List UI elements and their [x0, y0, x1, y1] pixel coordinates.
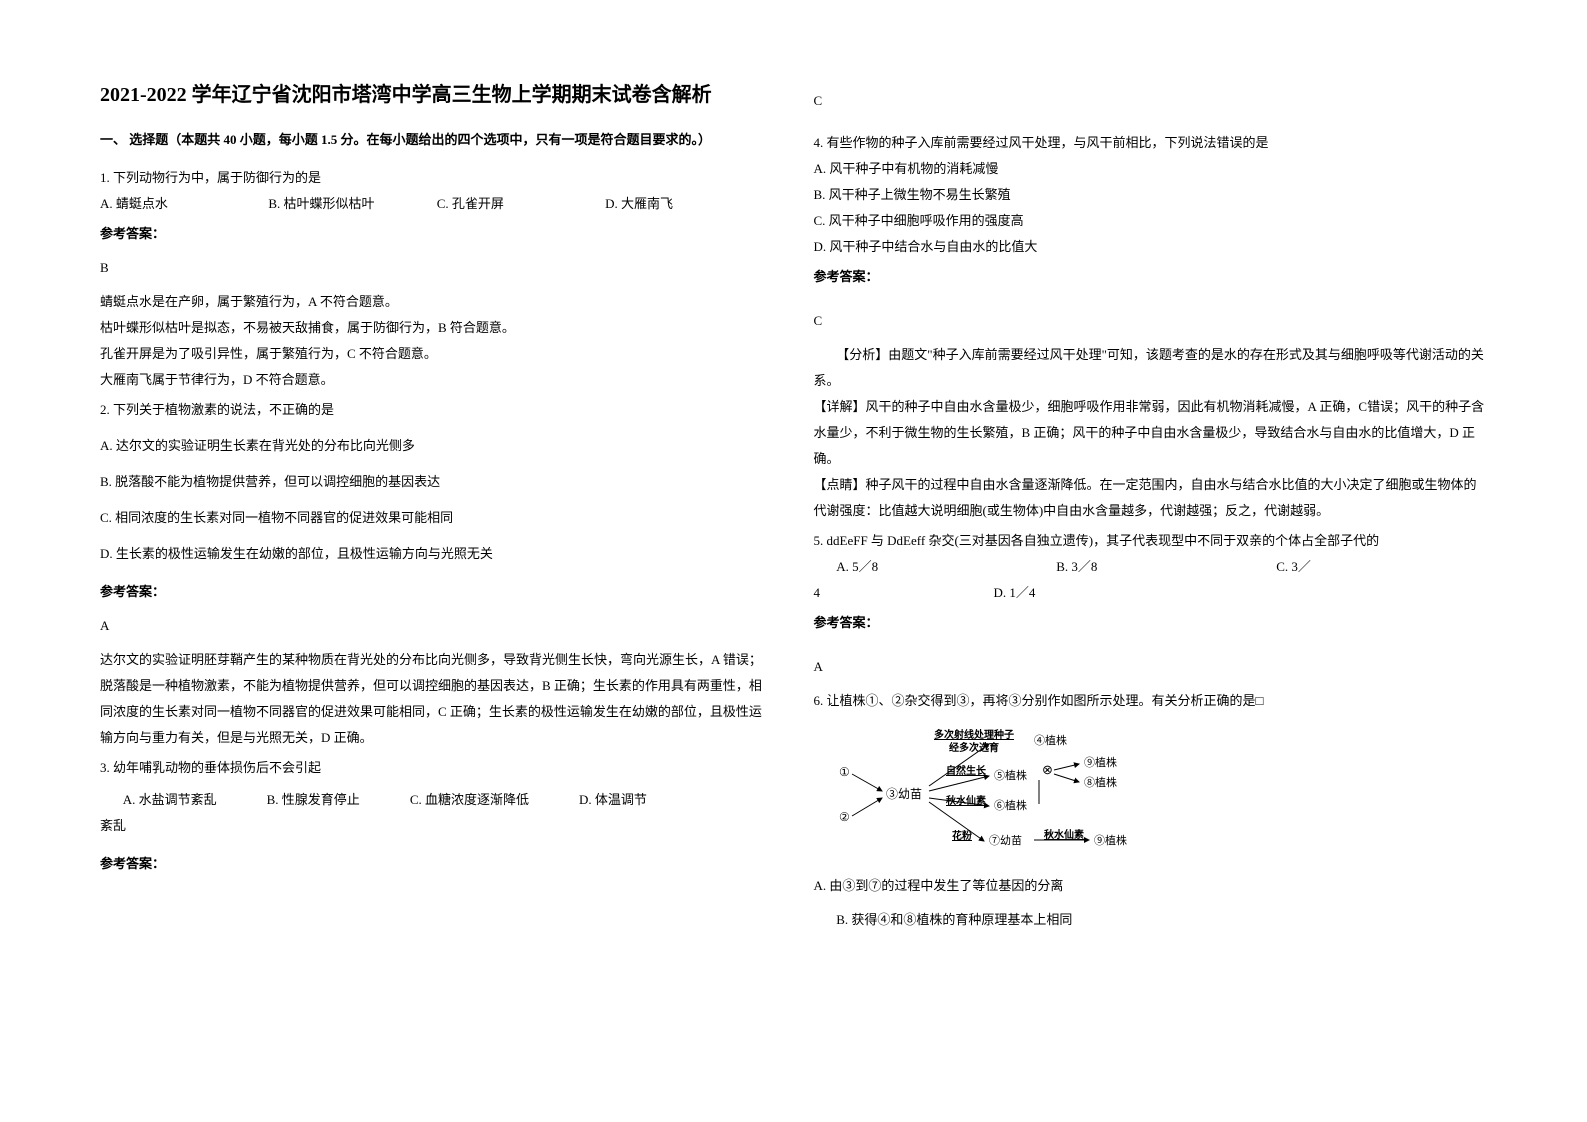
- q4-answer-label: 参考答案：: [814, 264, 1488, 290]
- svg-text:⊗: ⊗: [1042, 762, 1053, 777]
- q1-optC: C. 孔雀开屏: [437, 191, 605, 217]
- q5-optA: A. 5／8: [836, 554, 1056, 580]
- q4-analysis-label: 【分析】: [836, 347, 888, 362]
- q5-optD: D. 1／4: [994, 585, 1036, 600]
- q2-optA: A. 达尔文的实验证明生长素在背光处的分布比向光侧多: [100, 433, 774, 459]
- q4-detail-text: 风干的种子中自由水含量极少，细胞呼吸作用非常弱，因此有机物消耗减慢，A 正确，C…: [814, 399, 1485, 466]
- q2-optB: B. 脱落酸不能为植物提供营养，但可以调控细胞的基因表达: [100, 469, 774, 495]
- q4-stem: 4. 有些作物的种子入库前需要经过风干处理，与风干前相比，下列说法错误的是: [814, 130, 1488, 156]
- svg-text:①: ①: [839, 765, 850, 779]
- q3-stem: 3. 幼年哺乳动物的垂体损伤后不会引起: [100, 755, 774, 781]
- q4-detail: 【详解】风干的种子中自由水含量极少，细胞呼吸作用非常弱，因此有机物消耗减慢，A …: [814, 394, 1488, 472]
- section-header-text: 一、 选择题（本题共 40 小题，每小题 1.5 分。在每小题给出的四个选项中，…: [100, 132, 711, 147]
- q5-options-row1: A. 5／8B. 3／8C. 3／: [814, 554, 1488, 580]
- svg-text:自然生长: 自然生长: [946, 764, 987, 777]
- q6-optA: A. 由③到⑦的过程中发生了等位基因的分离: [814, 873, 1488, 899]
- section-header: 一、 选择题（本题共 40 小题，每小题 1.5 分。在每小题给出的四个选项中，…: [100, 128, 774, 151]
- q1-answer: B: [100, 255, 774, 281]
- q1-optA: A. 蜻蜓点水: [100, 191, 268, 217]
- svg-text:⑨植株: ⑨植株: [1084, 755, 1117, 769]
- breeding-diagram-svg: ① ② ③幼苗 多次射线处理种子 经多次选育 ④植株 自然生长 ⑤植株 ⊗: [834, 726, 1184, 856]
- svg-text:经多次选育: 经多次选育: [949, 741, 999, 754]
- q6-optB: B. 获得④和⑧植株的育种原理基本上相同: [814, 907, 1488, 933]
- q5-answer: A: [814, 654, 1488, 680]
- q4-optC: C. 风干种子中细胞呼吸作用的强度高: [814, 208, 1488, 234]
- question-5: 5. ddEeFF 与 DdEeff 杂交(三对基因各自独立遗传)，其子代表现型…: [814, 528, 1488, 680]
- q4-optD: D. 风干种子中结合水与自由水的比值大: [814, 234, 1488, 260]
- q6-stem: 6. 让植株①、②杂交得到③，再将③分别作如图所示处理。有关分析正确的是□: [814, 688, 1488, 714]
- svg-text:花粉: 花粉: [952, 829, 972, 842]
- q3-optC: C. 血糖浓度逐渐降低: [410, 787, 579, 813]
- svg-text:⑥植株: ⑥植株: [994, 798, 1027, 812]
- q1-answer-label: 参考答案：: [100, 221, 774, 247]
- q3-optD-cont: 紊乱: [100, 813, 774, 839]
- q5-optB: B. 3／8: [1056, 554, 1276, 580]
- q1-exp3: 孔雀开屏是为了吸引异性，属于繁殖行为，C 不符合题意。: [100, 341, 774, 367]
- q4-optB: B. 风干种子上微生物不易生长繁殖: [814, 182, 1488, 208]
- svg-text:多次射线处理种子: 多次射线处理种子: [934, 728, 1014, 741]
- q1-exp2: 枯叶蝶形似枯叶是拟态，不易被天敌捕食，属于防御行为，B 符合题意。: [100, 315, 774, 341]
- q5-optC-cont: 4: [814, 580, 994, 606]
- q4-optA: A. 风干种子中有机物的消耗减慢: [814, 156, 1488, 182]
- svg-text:⑤植株: ⑤植株: [994, 768, 1027, 782]
- q3-optA: A. 水盐调节紊乱: [123, 787, 267, 813]
- q5-answer-label: 参考答案：: [814, 610, 1488, 636]
- q3-optB: B. 性腺发育停止: [267, 787, 410, 813]
- question-3: 3. 幼年哺乳动物的垂体损伤后不会引起 A. 水盐调节紊乱B. 性腺发育停止C.…: [100, 755, 774, 877]
- q5-optC: C. 3／: [1276, 559, 1311, 574]
- q4-answer: C: [814, 308, 1488, 334]
- q5-stem: 5. ddEeFF 与 DdEeff 杂交(三对基因各自独立遗传)，其子代表现型…: [814, 528, 1488, 554]
- svg-text:⑦幼苗: ⑦幼苗: [989, 834, 1022, 847]
- q3-answer-label: 参考答案：: [100, 851, 774, 877]
- q6-diagram: ① ② ③幼苗 多次射线处理种子 经多次选育 ④植株 自然生长 ⑤植株 ⊗: [834, 726, 1488, 861]
- q5-options-row2: 4D. 1／4: [814, 580, 1488, 606]
- q2-explanation: 达尔文的实验证明胚芽鞘产生的某种物质在背光处的分布比向光侧多，导致背光侧生长快，…: [100, 647, 774, 751]
- svg-text:②: ②: [839, 810, 850, 824]
- svg-text:⑨植株: ⑨植株: [1094, 833, 1127, 847]
- q3-optD: D. 体温调节: [579, 792, 647, 807]
- q1-exp4: 大雁南飞属于节律行为，D 不符合题意。: [100, 367, 774, 393]
- question-2: 2. 下列关于植物激素的说法，不正确的是 A. 达尔文的实验证明生长素在背光处的…: [100, 397, 774, 751]
- q4-detail-label: 【详解】: [814, 399, 866, 414]
- svg-text:秋水仙素: 秋水仙素: [946, 794, 986, 807]
- q2-answer-label: 参考答案：: [100, 579, 774, 605]
- q4-point: 【点睛】种子风干的过程中自由水含量逐渐降低。在一定范围内，自由水与结合水比值的大…: [814, 472, 1488, 524]
- q1-optD: D. 大雁南飞: [605, 191, 773, 217]
- q4-point-label: 【点睛】: [814, 477, 866, 492]
- q2-optD: D. 生长素的极性运输发生在幼嫩的部位，且极性运输方向与光照无关: [100, 541, 774, 567]
- exam-title: 2021-2022 学年辽宁省沈阳市塔湾中学高三生物上学期期末试卷含解析: [100, 80, 774, 110]
- q2-stem: 2. 下列关于植物激素的说法，不正确的是: [100, 397, 774, 423]
- question-4: 4. 有些作物的种子入库前需要经过风干处理，与风干前相比，下列说法错误的是 A.…: [814, 130, 1488, 524]
- q1-optB: B. 枯叶蝶形似枯叶: [268, 191, 436, 217]
- q1-stem: 1. 下列动物行为中，属于防御行为的是: [100, 165, 774, 191]
- svg-text:④植株: ④植株: [1034, 733, 1067, 747]
- q2-answer: A: [100, 613, 774, 639]
- question-6: 6. 让植株①、②杂交得到③，再将③分别作如图所示处理。有关分析正确的是□ ① …: [814, 688, 1488, 933]
- q3-answer: C: [814, 88, 1488, 114]
- q4-analysis: 【分析】由题文"种子入库前需要经过风干处理"可知，该题考查的是水的存在形式及其与…: [814, 342, 1488, 394]
- q1-explanation: 蜻蜓点水是在产卵，属于繁殖行为，A 不符合题意。 枯叶蝶形似枯叶是拟态，不易被天…: [100, 289, 774, 393]
- svg-text:秋水仙素: 秋水仙素: [1044, 828, 1084, 841]
- q3-options: A. 水盐调节紊乱B. 性腺发育停止C. 血糖浓度逐渐降低D. 体温调节: [100, 787, 774, 813]
- q1-options: A. 蜻蜓点水 B. 枯叶蝶形似枯叶 C. 孔雀开屏 D. 大雁南飞: [100, 191, 774, 217]
- question-1: 1. 下列动物行为中，属于防御行为的是 A. 蜻蜓点水 B. 枯叶蝶形似枯叶 C…: [100, 165, 774, 393]
- q4-point-text: 种子风干的过程中自由水含量逐渐降低。在一定范围内，自由水与结合水比值的大小决定了…: [814, 477, 1477, 518]
- svg-text:③幼苗: ③幼苗: [886, 787, 922, 801]
- q2-optC: C. 相同浓度的生长素对同一植物不同器官的促进效果可能相同: [100, 505, 774, 531]
- svg-text:⑧植株: ⑧植株: [1084, 775, 1117, 789]
- q4-analysis-text: 由题文"种子入库前需要经过风干处理"可知，该题考查的是水的存在形式及其与细胞呼吸…: [814, 347, 1484, 388]
- q1-exp1: 蜻蜓点水是在产卵，属于繁殖行为，A 不符合题意。: [100, 289, 774, 315]
